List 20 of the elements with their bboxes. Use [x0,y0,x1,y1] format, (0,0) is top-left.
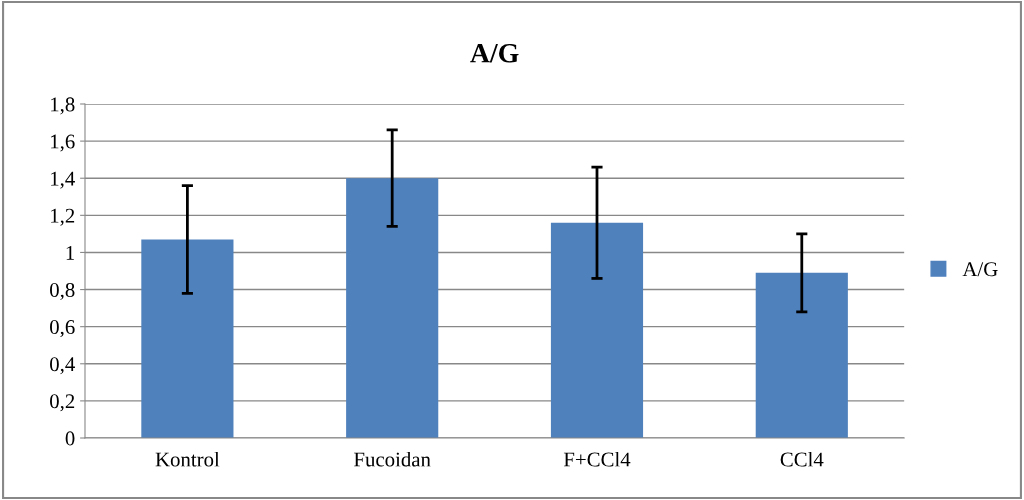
bar [550,222,644,438]
y-tick-label: 1,6 [51,134,75,152]
bar [755,272,848,438]
y-tick-label: 0,6 [50,320,75,338]
chart-title: A/G [470,43,519,63]
x-tick-label: CCl4 [780,451,824,467]
bar [346,178,439,438]
y-tick-label: 0,8 [50,282,75,300]
y-tick-label: 0 [65,431,75,446]
y-tick-label: 0,4 [50,357,75,375]
y-tick-label: 1,2 [51,208,75,226]
x-tick-label: Kontrol [155,451,220,467]
y-tick-label: 1,8 [51,97,75,115]
y-tick-label: 0,2 [50,394,75,412]
legend-label: A/G [962,262,998,277]
x-tick-label: Fucoidan [354,451,431,467]
y-tick-label: 1 [66,245,75,260]
bar [141,239,234,438]
x-tick-label: F+CCl4 [563,451,631,467]
y-tick-label: 1,4 [51,171,75,189]
